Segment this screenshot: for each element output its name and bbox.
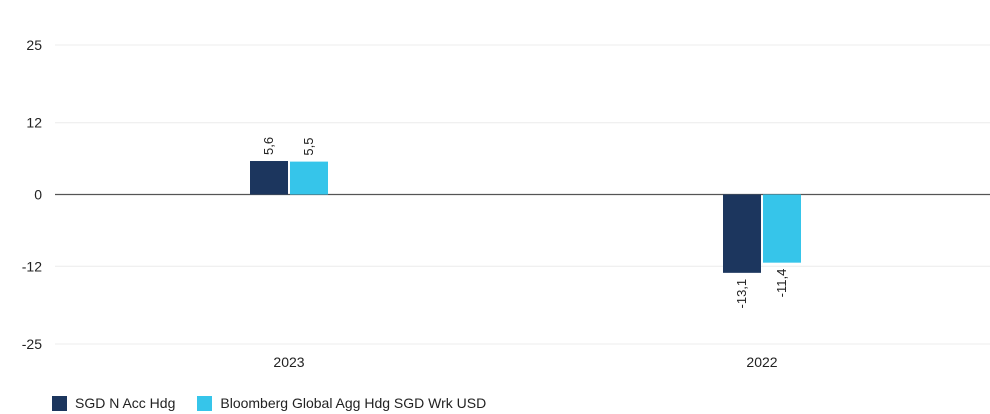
legend-swatch-series-1 <box>52 395 67 411</box>
grid-lines <box>55 44 990 345</box>
data-label-2023-series-1: 5,6 <box>261 137 276 155</box>
data-label-2022-series-1: -13,1 <box>734 279 749 309</box>
data-labels: 5,6 5,5 -13,1 -11,4 <box>261 137 789 309</box>
legend-item-series-1: SGD N Acc Hdg <box>52 395 175 411</box>
x-axis-ticks: 2023 2022 <box>273 354 777 370</box>
bar-2022-series-1 <box>723 194 761 273</box>
y-tick-label: 12 <box>26 115 42 131</box>
y-tick-label: 25 <box>26 37 42 53</box>
y-tick-label: -12 <box>22 258 42 274</box>
bar-2023-series-2 <box>290 161 328 195</box>
y-tick-label: -25 <box>22 336 42 352</box>
legend: SGD N Acc Hdg Bloomberg Global Agg Hdg S… <box>52 395 486 411</box>
y-axis-ticks: 25 12 0 -12 -25 <box>22 37 42 352</box>
x-tick-label: 2023 <box>273 354 304 370</box>
legend-item-series-2: Bloomberg Global Agg Hdg SGD Wrk USD <box>197 395 486 411</box>
y-tick-label: 0 <box>34 187 42 203</box>
legend-label-series-1: SGD N Acc Hdg <box>75 395 176 411</box>
data-label-2022-series-2: -11,4 <box>774 269 789 298</box>
legend-label-series-2: Bloomberg Global Agg Hdg SGD Wrk USD <box>220 395 487 411</box>
data-label-2023-series-2: 5,5 <box>301 138 316 156</box>
legend-swatch-series-2 <box>197 395 213 411</box>
bars <box>250 161 801 273</box>
bar-2023-series-1 <box>250 161 288 195</box>
bar-2022-series-2 <box>763 194 801 263</box>
x-tick-label: 2022 <box>746 354 777 370</box>
